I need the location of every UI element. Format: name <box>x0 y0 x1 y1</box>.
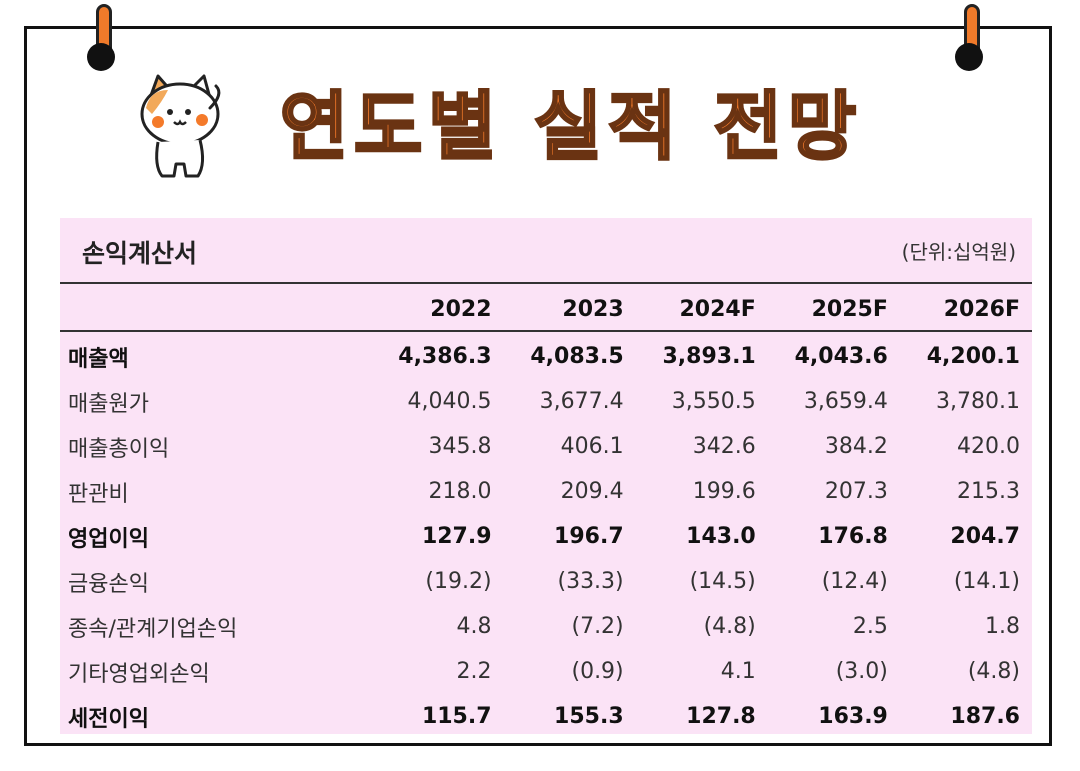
table-cell: 4,200.1 <box>926 344 1020 369</box>
column-header: 2022 <box>430 296 492 322</box>
table-cell: 4.1 <box>720 659 756 684</box>
row-label: 매출액 <box>68 346 129 372</box>
table-row: 매출액 4,386.3 4,083.5 3,893.1 4,043.6 4,200.1 <box>60 334 1032 379</box>
table-header-row: 2022 2023 2024F 2025F 2026F <box>60 288 1032 334</box>
table-cell: 163.9 <box>818 704 888 729</box>
row-label: 판관비 <box>68 481 129 507</box>
table-cell: 4.8 <box>456 614 492 639</box>
table-cell: 199.6 <box>692 479 756 504</box>
table-cell: 420.0 <box>957 434 1020 459</box>
table-cell: 115.7 <box>421 704 492 729</box>
table-cell: 3,550.5 <box>671 389 756 414</box>
unit-label: (단위:십억원) <box>901 240 1016 264</box>
table-cell: 4,043.6 <box>794 344 888 369</box>
column-header: 2026F <box>943 296 1020 322</box>
table-cell: 127.9 <box>421 524 492 549</box>
divider <box>60 330 1032 332</box>
table-cell: 384.2 <box>824 434 888 459</box>
table-cell: 176.8 <box>818 524 888 549</box>
table-cell: (14.1) <box>953 569 1020 594</box>
table-cell: 155.3 <box>554 704 624 729</box>
table-row: 기타영업외손익 2.2 (0.9) 4.1 (3.0) (4.8) <box>60 649 1032 694</box>
row-label: 종속/관계기업손익 <box>68 616 238 642</box>
table-cell: (7.2) <box>571 614 624 639</box>
table-cell: 3,780.1 <box>936 389 1020 414</box>
income-statement-table: 2022 2023 2024F 2025F 2026F 매출액 4,386.3 4,… <box>60 288 1032 739</box>
table-cell: 4,083.5 <box>530 344 624 369</box>
table-cell: 3,677.4 <box>539 389 624 414</box>
divider <box>60 282 1032 284</box>
header-cell-empty <box>60 288 371 334</box>
table-cell: 2.5 <box>852 614 888 639</box>
table-caption: 손익계산서 <box>82 239 198 268</box>
table-cell: 342.6 <box>692 434 756 459</box>
table-cell: (3.0) <box>835 659 888 684</box>
table-cell: (14.5) <box>689 569 756 594</box>
column-header: 2025F <box>811 296 888 322</box>
column-header: 2023 <box>562 296 624 322</box>
table-cell: (33.3) <box>557 569 624 594</box>
table-cell: 3,893.1 <box>662 344 756 369</box>
page-title: 연도별 실적 전망 <box>278 83 863 172</box>
table-cell: 204.7 <box>950 524 1020 549</box>
table-cell: 196.7 <box>554 524 624 549</box>
row-label: 매출원가 <box>68 391 149 417</box>
table-cell: 209.4 <box>560 479 624 504</box>
table-row: 금융손익 (19.2) (33.3) (14.5) (12.4) (14.1) <box>60 559 1032 604</box>
binder-ring-icon <box>84 0 124 90</box>
row-label: 금융손익 <box>68 571 149 597</box>
table-row: 판관비 218.0 209.4 199.6 207.3 215.3 <box>60 469 1032 514</box>
table-cell: (19.2) <box>425 569 492 594</box>
table-row: 종속/관계기업손익 4.8 (7.2) (4.8) 2.5 1.8 <box>60 604 1032 649</box>
row-label: 매출총이익 <box>68 436 170 462</box>
table-cell: 2.2 <box>456 659 492 684</box>
table-cell: (4.8) <box>967 659 1020 684</box>
table-cell: 218.0 <box>428 479 492 504</box>
row-label: 기타영업외손익 <box>68 661 210 687</box>
table-cell: 4,386.3 <box>398 344 492 369</box>
table-row: 매출원가 4,040.5 3,677.4 3,550.5 3,659.4 3,780.1 <box>60 379 1032 424</box>
table-cell: (12.4) <box>821 569 888 594</box>
table-row: 영업이익 127.9 196.7 143.0 176.8 204.7 <box>60 514 1032 559</box>
table-cell: 127.8 <box>686 704 756 729</box>
table-cell: 187.6 <box>950 704 1020 729</box>
row-label: 세전이익 <box>68 706 149 732</box>
table-cell: 215.3 <box>957 479 1020 504</box>
table-cell: (4.8) <box>703 614 756 639</box>
cat-mascot-icon <box>140 74 221 178</box>
table-cell: 143.0 <box>686 524 756 549</box>
table-cell: 406.1 <box>560 434 624 459</box>
table-cell: 1.8 <box>985 614 1020 639</box>
table-cell: (0.9) <box>571 659 624 684</box>
row-label: 영업이익 <box>68 526 149 552</box>
table-cell: 3,659.4 <box>803 389 888 414</box>
table-cell: 345.8 <box>428 434 492 459</box>
table-row: 세전이익 115.7 155.3 127.8 163.9 187.6 <box>60 694 1032 739</box>
table-cell: 4,040.5 <box>407 389 492 414</box>
column-header: 2024F <box>679 296 756 322</box>
table-row: 매출총이익 345.8 406.1 342.6 384.2 420.0 <box>60 424 1032 469</box>
table-cell: 207.3 <box>824 479 888 504</box>
income-statement-panel: 손익계산서 (단위:십억원) 2022 2023 2024F 2025F 202… <box>60 218 1032 734</box>
binder-ring-icon <box>952 0 992 90</box>
